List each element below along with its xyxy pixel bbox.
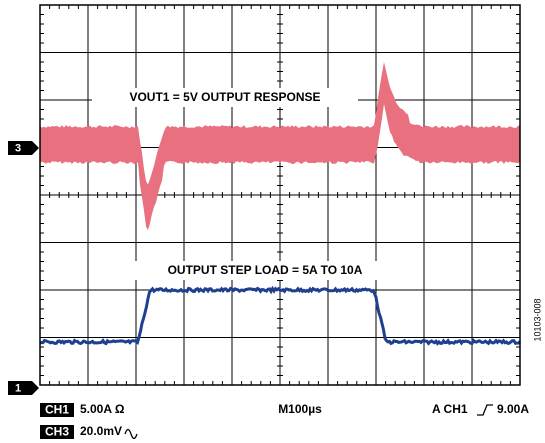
marker3-arrow [8,141,39,155]
ch3-badge: CH3 [45,425,69,439]
graticule [39,4,520,386]
ch1-setting: 5.00A Ω [80,402,125,416]
trace-3-waveform [40,61,520,231]
ch3-badge-bg [40,425,74,439]
label-bg [92,88,358,107]
ch1-badge-bg [40,403,74,417]
trigger-slope-icon [477,404,493,416]
ch1-badge: CH1 [45,403,69,417]
marker1: 1 [15,382,21,394]
bw-limit-icon [124,428,138,440]
trace-1-waveform [39,285,522,346]
marker3: 3 [15,142,21,154]
trigger-prefix: A CH1 [432,402,468,416]
screen-border [39,4,521,386]
trace3-label: VOUT1 = 5V OUTPUT RESPONSE [129,90,320,104]
trace1-label: OUTPUT STEP LOAD = 5A TO 10A [168,263,363,277]
ch3-setting: 20.0mV [80,424,122,438]
trigger-level: 9.00A [497,402,529,416]
marker1-arrow [8,381,39,395]
figure-id: 10103-008 [532,298,542,341]
label-bg [127,261,403,280]
timebase: M100µs [278,402,322,416]
